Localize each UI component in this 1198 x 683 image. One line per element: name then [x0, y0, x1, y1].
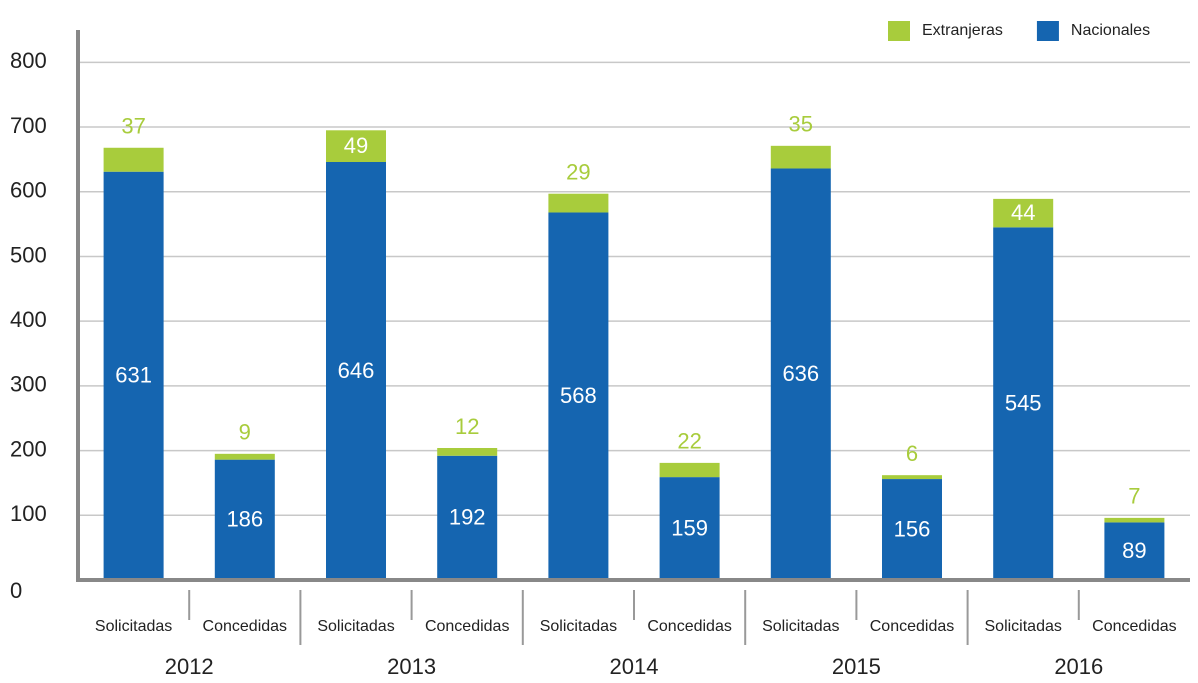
data-label: 156 — [894, 516, 931, 541]
bar-segment — [1104, 517, 1165, 523]
bar-segment — [437, 455, 498, 580]
data-label: 89 — [1122, 538, 1146, 563]
bar-segment — [770, 145, 831, 169]
x-tick-label: Solicitadas — [762, 618, 839, 635]
bar-segment — [1104, 522, 1165, 580]
data-label: 631 — [115, 363, 152, 388]
x-tick-label: Solicitadas — [540, 618, 617, 635]
x-tick-label: Solicitadas — [317, 618, 394, 635]
data-label: 12 — [455, 414, 479, 439]
bar-segment — [548, 193, 609, 213]
data-label: 29 — [566, 160, 590, 185]
bar-segment — [214, 453, 275, 460]
y-tick-label: 800 — [10, 48, 47, 73]
bar-segment — [214, 459, 275, 580]
y-tick-label: 100 — [10, 501, 47, 526]
y-tick-label: 500 — [10, 242, 47, 267]
bar-segment — [437, 448, 498, 456]
data-label: 44 — [1011, 200, 1035, 225]
x-tick-label: Solicitadas — [985, 618, 1062, 635]
data-label: 646 — [338, 358, 375, 383]
bar-segment — [103, 171, 164, 581]
bar-segment — [659, 477, 720, 580]
x-tick-label: Concedidas — [1092, 618, 1177, 635]
bar-segment — [882, 479, 942, 580]
x-tick-label: Concedidas — [425, 618, 510, 635]
bar-segment — [770, 168, 831, 580]
bar-segment — [326, 130, 386, 162]
y-tick-label: 400 — [10, 307, 47, 332]
y-tick-label: 200 — [10, 436, 47, 461]
x-tick-label: Concedidas — [870, 618, 955, 635]
data-label: 192 — [449, 505, 486, 530]
legend-swatch — [1036, 21, 1059, 41]
group-label: 2014 — [610, 654, 659, 679]
data-label: 568 — [560, 383, 597, 408]
data-label: 636 — [782, 361, 819, 386]
data-label: 22 — [677, 429, 701, 454]
legend-label: Nacionales — [1071, 22, 1150, 39]
group-label: 2016 — [1054, 654, 1103, 679]
bar-segment — [993, 227, 1054, 580]
group-label: 2015 — [832, 654, 881, 679]
data-label: 9 — [239, 420, 251, 445]
y-tick-label: 0 — [10, 578, 22, 603]
data-label: 186 — [226, 507, 263, 532]
data-label: 37 — [121, 114, 145, 139]
bar-segment — [882, 475, 942, 480]
data-label: 159 — [671, 515, 708, 540]
group-label: 2013 — [387, 654, 436, 679]
y-tick-label: 700 — [10, 113, 47, 138]
bar-segment — [548, 212, 609, 580]
x-tick-label: Concedidas — [647, 618, 732, 635]
x-tick-label: Solicitadas — [95, 618, 172, 635]
bar-segment — [993, 198, 1054, 228]
bar-segment — [103, 147, 164, 172]
data-label: 35 — [789, 112, 813, 137]
x-tick-label: Concedidas — [203, 618, 288, 635]
bar-segment — [659, 462, 720, 478]
legend-swatch — [888, 21, 910, 41]
data-label: 49 — [344, 133, 368, 158]
y-tick-label: 600 — [10, 178, 47, 203]
data-label: 7 — [1128, 484, 1140, 509]
bar-segment — [326, 162, 386, 580]
group-label: 2012 — [165, 654, 214, 679]
data-label: 545 — [1005, 390, 1042, 415]
y-tick-label: 300 — [10, 372, 47, 397]
legend-label: Extranjeras — [922, 22, 1003, 39]
data-label: 6 — [906, 441, 918, 466]
